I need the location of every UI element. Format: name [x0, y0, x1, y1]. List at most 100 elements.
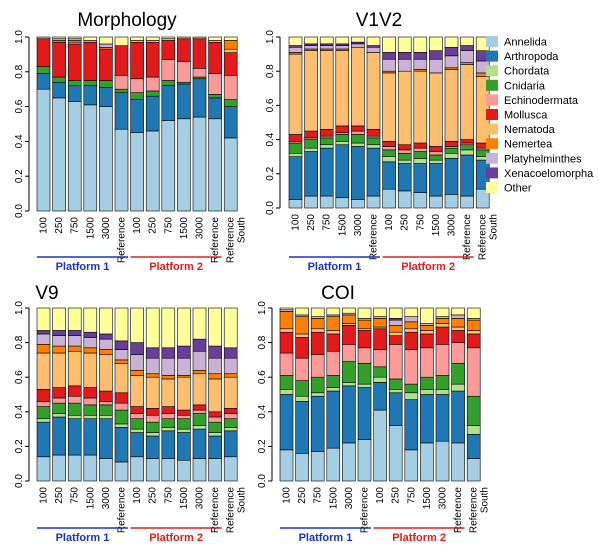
x-tick-label: 250 — [306, 214, 317, 231]
bar-segment — [145, 130, 160, 212]
bar-segment — [99, 48, 113, 81]
bar-segment — [145, 432, 160, 437]
x-tick-label: Reference — [210, 217, 221, 264]
bar-segment — [67, 350, 82, 387]
bar-segment — [466, 307, 481, 319]
bar-segment — [99, 307, 113, 335]
bar-segment — [429, 72, 443, 147]
bar-segment — [373, 318, 387, 328]
bar-segment — [223, 307, 238, 349]
x-tick-label: 3000 — [344, 487, 355, 510]
bar-segment — [397, 36, 412, 53]
bar-segment — [177, 61, 191, 83]
bar-segment — [351, 130, 365, 135]
bar-segment — [208, 118, 222, 212]
platform-label: Platform 2 — [401, 261, 455, 273]
bar-segment — [177, 307, 191, 347]
bar-segment — [310, 392, 325, 397]
bar-segment — [304, 151, 318, 197]
bar-segment — [420, 330, 434, 335]
bar-segment — [192, 428, 207, 459]
bar-segment — [52, 307, 66, 331]
bar-segment — [114, 409, 129, 425]
panel-coi: COI 0.0 0.2 0.4 0.6 0.8 1.0 100 250 750 1500 3000 R… — [257, 283, 491, 544]
bar-segment — [451, 307, 465, 316]
bar-segment — [319, 147, 334, 197]
bar-segment — [192, 338, 207, 352]
bar-segment — [223, 40, 238, 50]
bar-segment — [208, 373, 222, 380]
bar-segment — [388, 319, 403, 326]
bar-segment — [288, 199, 303, 209]
bar-segment — [208, 421, 222, 433]
bar-segment — [114, 36, 129, 46]
bar-segment — [192, 373, 207, 406]
panel-title: COI — [321, 283, 355, 304]
bar-segment — [161, 378, 176, 407]
x-tick-label: Reference — [369, 214, 380, 261]
bar-segment — [130, 354, 144, 371]
bar-segment — [351, 199, 365, 209]
legend-swatch — [486, 152, 498, 164]
bar-segment — [223, 52, 238, 76]
x-tick-label: 250 — [391, 487, 402, 504]
bar-segment — [351, 43, 365, 48]
bar-segment — [114, 340, 129, 350]
bar-segment — [460, 149, 474, 156]
bar-segment — [466, 458, 481, 482]
bar-segment — [326, 350, 341, 376]
bar-segment — [208, 307, 222, 347]
x-tick-label: 3000 — [353, 214, 364, 237]
bar-segment — [36, 389, 51, 402]
bar-segment — [208, 41, 222, 74]
bar-segment — [319, 137, 334, 146]
bar-segment — [451, 442, 465, 482]
bar-segment — [130, 413, 144, 420]
x-tick-label: Reference — [478, 214, 489, 261]
bar-segment — [130, 41, 144, 80]
x-tick-label: 1500 — [85, 487, 96, 510]
bar-segment — [366, 129, 381, 137]
bar-segment — [366, 137, 381, 146]
bar-segment — [177, 376, 191, 411]
bar-segment — [460, 50, 474, 63]
bar-segment — [36, 344, 51, 354]
bar-segment — [208, 432, 222, 437]
bar-segment — [177, 83, 191, 120]
bar-segment — [161, 418, 176, 428]
y-tick-label: 0.0 — [265, 201, 276, 215]
bar-segment — [351, 36, 365, 43]
bar-segment — [223, 357, 238, 375]
bar-segment — [83, 387, 98, 399]
bar-segment — [208, 345, 222, 359]
bar-segment — [83, 454, 98, 482]
bar-segment — [52, 81, 66, 99]
bar-segment — [366, 46, 381, 53]
bar-segment — [161, 120, 176, 212]
bar-segment — [429, 50, 443, 60]
x-tick-label: 3000 — [101, 217, 112, 240]
x-tick-label: 1500 — [328, 487, 339, 510]
bar-segment — [413, 36, 428, 53]
bar-segment — [357, 387, 372, 440]
bar-segment — [208, 94, 222, 99]
y-tick-label: 0.6 — [265, 98, 276, 112]
bar-segment — [279, 311, 294, 330]
bar-segment — [192, 68, 207, 78]
bar-segment — [451, 330, 465, 343]
bar-segment — [145, 90, 160, 97]
bar-segment — [444, 46, 459, 57]
bar-segment — [99, 36, 113, 45]
bar-segment — [326, 387, 341, 392]
bar-segment — [99, 349, 113, 356]
legend: Annelida Arthropoda Chordata Cnidaria Echino… — [486, 36, 594, 195]
bar-segment — [388, 307, 403, 319]
bar-segment — [413, 151, 428, 159]
bar-segment — [388, 331, 403, 336]
bar-segment — [304, 50, 318, 132]
y-tick-label: 0.2 — [14, 439, 25, 453]
bar-segment — [397, 149, 412, 154]
platform-label: Platform 1 — [56, 261, 110, 273]
bar-segment — [36, 66, 51, 74]
bar-segment — [357, 363, 372, 385]
